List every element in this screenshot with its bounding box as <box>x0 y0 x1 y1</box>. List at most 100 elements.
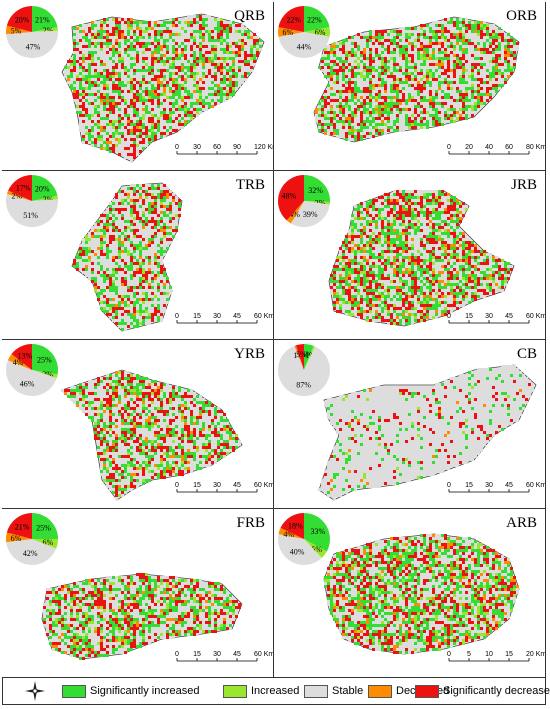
legend-swatch <box>62 684 86 698</box>
scale-bar: 0 15 30 45 60 Km <box>447 313 546 324</box>
scale-tick-label: 20 <box>465 144 473 151</box>
scale-bar: 0 15 30 45 60 Km <box>447 482 545 493</box>
pie-slice-significantly-decreased <box>295 344 304 370</box>
pie-slice-increased <box>32 27 58 32</box>
pie-slice-significantly-increased <box>304 344 314 370</box>
scale-tick-label: 45 <box>505 313 513 320</box>
map-panel-frb: 25% 6% 42% 6% 21% 0 15 30 45 60 Km FRB <box>2 509 274 678</box>
scale-tick-label: 15 <box>193 651 201 658</box>
pie-slice-decreased <box>6 25 32 35</box>
scale-tick-label: 0 <box>447 651 451 658</box>
scale-bar: 0 5 10 15 20 Km <box>447 651 545 662</box>
pie-label: 6% <box>283 28 294 37</box>
pie-slice-stable <box>278 32 330 59</box>
pie-label: 2% <box>11 192 22 201</box>
pie-chart: 6%1% 87% 1%5% <box>278 344 330 396</box>
pie-label: 2% <box>315 198 326 207</box>
pie-label: 2% <box>42 370 53 379</box>
pie-label: 47% <box>26 42 41 51</box>
pie-slice-increased <box>304 201 330 205</box>
pie-label: 40% <box>290 548 305 557</box>
scale-tick-label: 45 <box>505 482 513 489</box>
pie-label: 25% <box>36 524 51 533</box>
change-raster <box>324 534 519 654</box>
pie-label: 2% <box>43 26 54 35</box>
pie-label: 48% <box>282 191 297 200</box>
pie-label: 5% <box>311 545 322 554</box>
pie-slice-decreased <box>294 345 304 370</box>
scale-tick-label: 80 Km <box>526 144 546 151</box>
pie-slice-decreased <box>278 27 304 37</box>
legend-item-significantly-increased: Significantly increased <box>62 684 199 698</box>
panel-title: FRB <box>236 515 265 531</box>
scale-bar: 0 15 30 45 60 Km <box>175 313 273 324</box>
map-svg: 25% 2% 46% 4%13% 0 15 30 45 60 Km <box>6 344 273 501</box>
pie-label: 5% <box>296 350 307 359</box>
scale-tick-label: 30 <box>485 482 493 489</box>
map-svg: 6%1% 87% 1%5% 0 15 30 45 60 Km <box>278 344 545 501</box>
scale-tick-label: 0 <box>447 313 451 320</box>
scale-tick-label: 60 <box>213 144 221 151</box>
scale-tick-label: 60 Km <box>254 651 274 658</box>
scale-bar: 0 15 30 45 60 Km <box>175 651 274 662</box>
pie-label: 1% <box>293 351 304 360</box>
panel-title: ORB <box>506 8 537 24</box>
pie-slice-increased <box>32 195 58 201</box>
change-raster <box>61 371 241 500</box>
pie-label: 4% <box>13 358 24 367</box>
pie-label: 87% <box>296 380 311 389</box>
pie-slice-decreased <box>286 201 304 224</box>
pie-slice-stable <box>6 193 58 227</box>
pie-slice-significantly-increased <box>304 513 330 552</box>
map-panel-orb: 22% 6% 44% 6% 22% 0 20 40 60 80 Km ORB <box>274 2 546 171</box>
pie-label: 33% <box>311 527 326 536</box>
pie-slice-decreased <box>6 190 33 201</box>
legend-label: Significantly decreased <box>443 685 550 697</box>
pie-slice-decreased <box>278 527 304 539</box>
pie-label: 1% <box>305 351 316 360</box>
scale-tick-label: 40 <box>485 144 493 151</box>
scale-tick-label: 30 <box>213 313 221 320</box>
pie-label: 42% <box>23 549 38 558</box>
map-panel-trb: 20% 2% 51% 2% 17% 0 15 30 45 60 Km TRB <box>2 171 274 340</box>
legend-swatch <box>415 684 439 698</box>
map-svg: 25%6%42%6%21% 0 15 30 45 60 Km <box>6 513 274 662</box>
map-panel-qrb: 21%2%47% 5% 20% 0 30 60 90 120 Km QRB <box>2 2 274 171</box>
change-raster <box>73 184 181 331</box>
scale-tick-label: 30 <box>213 651 221 658</box>
map-svg: 21%2%47% 5% 20% 0 30 60 90 120 Km <box>6 6 273 163</box>
pie-label: 44% <box>297 42 312 51</box>
scale-bar: 0 30 60 90 120 Km <box>175 144 273 155</box>
scale-tick-label: 0 <box>175 313 179 320</box>
map-svg: 22% 6%44%6% 22% 0 20 40 60 80 Km <box>278 6 546 155</box>
pie-chart: 20%2%51%2%17% <box>6 175 58 227</box>
pie-slice-significantly-increased <box>32 175 58 201</box>
pie-chart: 25% 2% 46% 4%13% <box>6 344 58 396</box>
change-raster <box>315 18 519 141</box>
scale-tick-label: 30 <box>213 482 221 489</box>
scale-tick-label: 45 <box>233 651 241 658</box>
scale-tick-label: 60 <box>505 144 513 151</box>
panel-title: ARB <box>506 515 537 531</box>
map-svg: 20%2%51%2%17%0 15 30 45 60 Km <box>6 175 273 332</box>
scale-tick-label: 0 <box>175 651 179 658</box>
pie-chart: 25%6%42%6%21% <box>6 513 58 565</box>
pie-slice-significantly-increased <box>32 344 58 375</box>
legend-label: Significantly increased <box>90 685 200 697</box>
pie-chart: 21%2%47% 5% 20% <box>6 6 59 58</box>
pie-label: 17% <box>16 184 31 193</box>
pie-label: 6% <box>315 28 326 37</box>
pie-slice-increased <box>304 27 330 37</box>
pie-slice-decreased <box>7 353 33 370</box>
pie-slice-significantly-decreased <box>6 6 32 32</box>
scale-tick-label: 45 <box>233 313 241 320</box>
scale-tick-label: 15 <box>193 313 201 320</box>
change-raster <box>64 15 262 162</box>
scale-tick-label: 0 <box>175 482 179 489</box>
scale-tick-label: 60 Km <box>526 313 546 320</box>
pie-slice-significantly-decreased <box>278 6 304 32</box>
legend-swatch <box>304 684 328 698</box>
pie-label: 22% <box>286 16 301 25</box>
pie-label: 32% <box>308 186 323 195</box>
map-panel-arb: 33% 5% 40% 4% 18% 0 5 10 15 20 Km ARB <box>274 509 546 678</box>
